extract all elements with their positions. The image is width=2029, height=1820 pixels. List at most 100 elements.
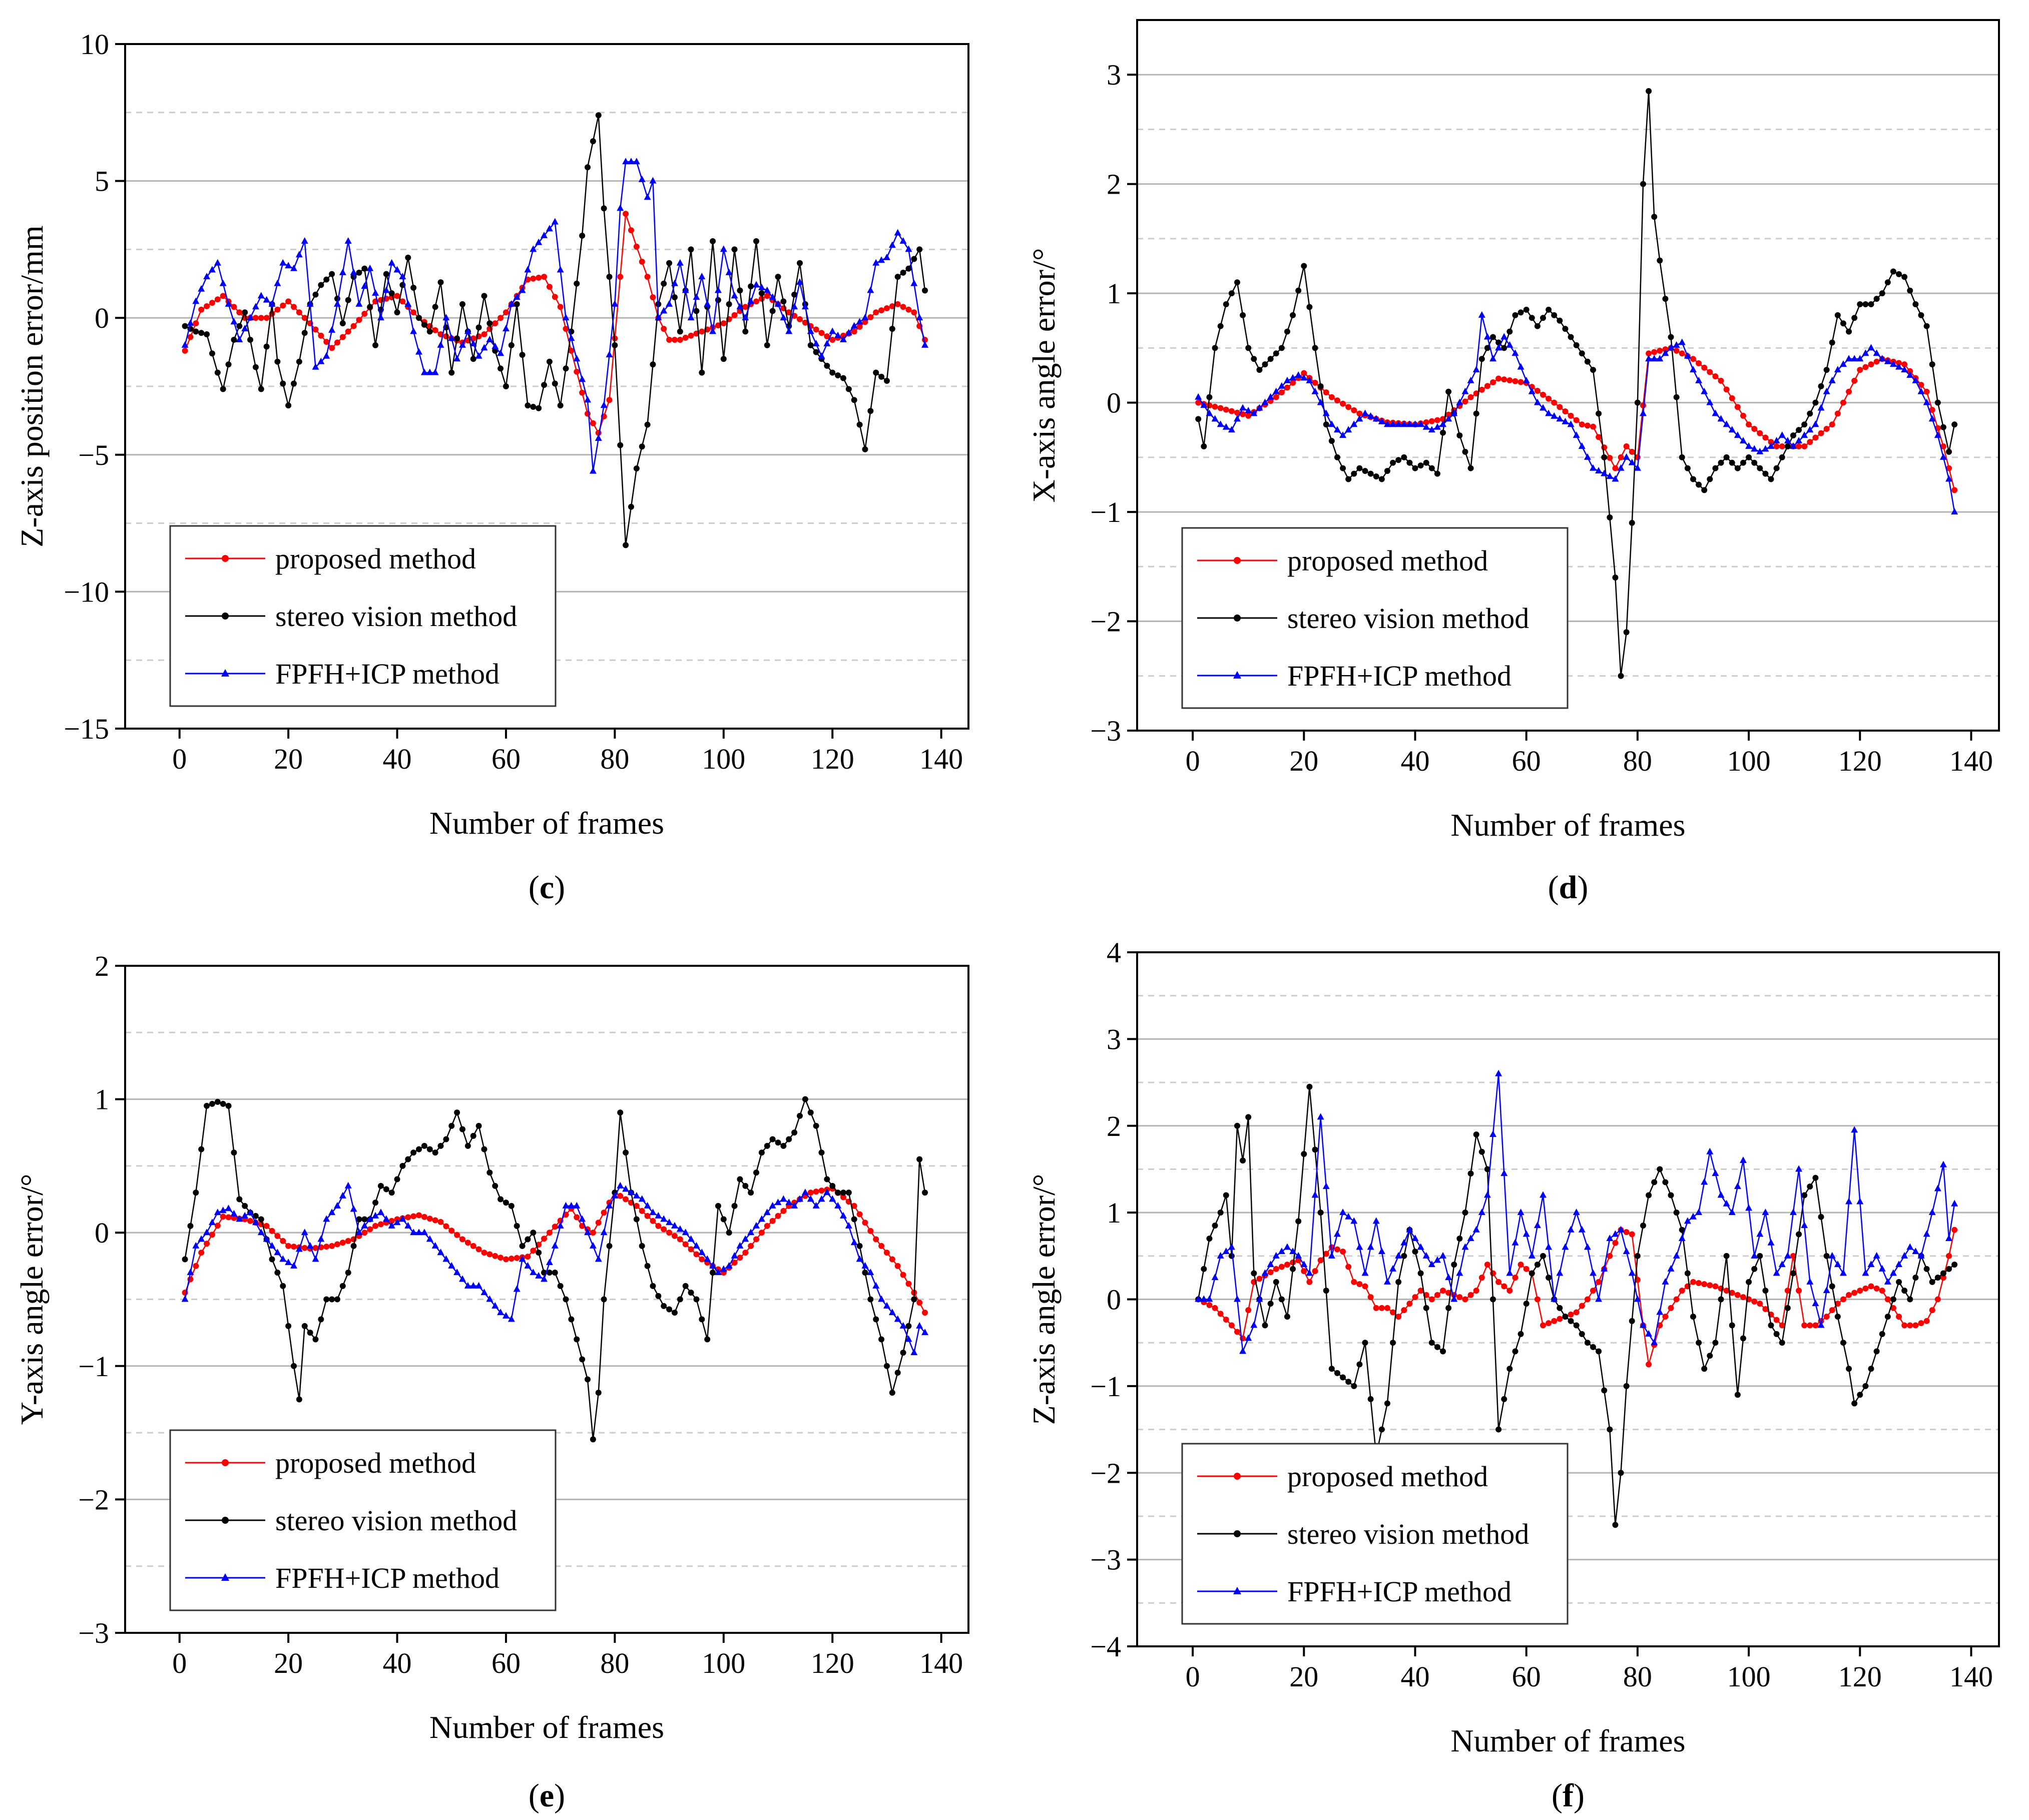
data-point-stereo — [1562, 1314, 1569, 1320]
data-point-proposed — [1618, 454, 1624, 460]
data-point-stereo — [693, 1296, 700, 1303]
data-point-stereo — [519, 1243, 526, 1249]
data-point-stereo — [1940, 424, 1946, 430]
data-point-stereo — [1751, 459, 1758, 466]
data-point-fpfh — [714, 286, 722, 293]
data-point-stereo — [209, 350, 215, 357]
data-point-proposed — [1206, 1302, 1213, 1309]
data-point-fpfh — [312, 1255, 319, 1262]
data-point-stereo — [1623, 629, 1630, 636]
data-point-stereo — [459, 1126, 465, 1132]
data-point-stereo — [405, 254, 411, 261]
data-point-proposed — [742, 304, 749, 310]
data-point-proposed — [862, 319, 868, 325]
data-point-stereo — [900, 1350, 906, 1356]
data-point-proposed — [1807, 439, 1813, 445]
data-point-fpfh — [1272, 387, 1280, 394]
data-point-stereo — [1712, 465, 1719, 471]
data-point-fpfh — [361, 1222, 368, 1229]
data-point-fpfh — [1684, 352, 1691, 359]
data-point-fpfh — [774, 300, 782, 307]
data-point-stereo — [1690, 476, 1696, 482]
data-point-stereo — [1723, 1253, 1730, 1259]
data-point-proposed — [1779, 1322, 1785, 1329]
data-point-stereo — [563, 1296, 569, 1303]
data-point-stereo — [590, 138, 596, 145]
data-point-fpfh — [1428, 426, 1435, 433]
data-point-stereo — [1884, 1314, 1891, 1320]
data-point-fpfh — [1739, 437, 1747, 444]
data-point-stereo — [1807, 410, 1813, 417]
data-point-stereo — [1790, 1270, 1796, 1277]
data-point-proposed — [1779, 443, 1785, 449]
data-point-stereo — [1929, 361, 1935, 368]
y-tick-label: −3 — [78, 1617, 109, 1649]
data-point-fpfh — [1723, 1199, 1730, 1206]
data-point-fpfh — [606, 1201, 613, 1208]
data-point-proposed — [1757, 1301, 1763, 1307]
data-point-proposed — [1217, 1311, 1224, 1317]
data-point-proposed — [1351, 407, 1357, 413]
data-point-fpfh — [1662, 349, 1669, 356]
data-point-stereo — [1395, 1279, 1402, 1285]
data-point-stereo — [187, 1223, 194, 1229]
data-point-fpfh — [1361, 409, 1369, 416]
data-point-fpfh — [1717, 415, 1725, 422]
data-point-stereo — [699, 1316, 705, 1323]
data-point-fpfh — [1778, 431, 1786, 438]
data-point-stereo — [1540, 315, 1547, 321]
data-point-stereo — [1751, 1266, 1758, 1272]
data-point-proposed — [198, 306, 205, 313]
data-point-stereo — [813, 1122, 819, 1129]
data-point-stereo — [1201, 443, 1207, 449]
y-tick-label: −2 — [1090, 1457, 1121, 1489]
y-tick-label: 5 — [95, 165, 109, 198]
data-point-stereo — [252, 1212, 259, 1219]
data-point-stereo — [1440, 429, 1446, 436]
data-point-fpfh — [1762, 445, 1769, 452]
data-point-stereo — [367, 304, 373, 310]
data-point-proposed — [214, 296, 221, 303]
data-point-fpfh — [791, 303, 798, 310]
data-point-fpfh — [420, 1229, 428, 1236]
data-point-fpfh — [888, 1309, 896, 1316]
data-point-stereo — [1273, 1279, 1279, 1285]
data-point-proposed — [1490, 1270, 1496, 1277]
data-point-proposed — [1473, 1288, 1479, 1294]
data-point-fpfh — [1851, 355, 1858, 362]
data-point-fpfh — [1839, 360, 1847, 367]
data-point-stereo — [1228, 290, 1235, 297]
data-point-fpfh — [317, 1235, 325, 1242]
data-point-stereo — [1601, 1387, 1608, 1394]
data-point-stereo — [1796, 427, 1802, 433]
data-point-proposed — [1773, 443, 1780, 449]
data-point-stereo — [1340, 465, 1346, 471]
data-point-proposed — [481, 1250, 487, 1256]
x-tick-label: 80 — [600, 1647, 629, 1679]
data-point-stereo — [731, 1202, 738, 1209]
data-point-proposed — [1784, 1288, 1791, 1294]
data-point-fpfh — [812, 340, 820, 347]
x-axis-title: Number of frames — [1450, 807, 1685, 843]
data-point-fpfh — [1828, 376, 1836, 383]
data-point-stereo — [1290, 312, 1296, 318]
data-point-stereo — [1584, 1340, 1591, 1346]
data-point-fpfh — [1573, 1208, 1580, 1216]
data-point-fpfh — [393, 1219, 401, 1226]
data-point-stereo — [1501, 345, 1507, 351]
data-point-stereo — [1673, 394, 1680, 400]
data-point-fpfh — [1378, 1248, 1385, 1255]
data-point-fpfh — [693, 1242, 700, 1249]
data-point-proposed — [1312, 1268, 1318, 1275]
data-point-fpfh — [894, 1315, 901, 1322]
data-point-stereo — [1523, 306, 1530, 313]
data-point-proposed — [1662, 1314, 1669, 1320]
y-axis-title: Y-axis angle error/° — [14, 1174, 50, 1425]
data-point-stereo — [405, 1156, 411, 1162]
data-point-proposed — [546, 1230, 553, 1236]
data-point-fpfh — [382, 286, 390, 293]
data-point-proposed — [1234, 1329, 1240, 1335]
data-point-fpfh — [546, 1259, 553, 1266]
data-point-proposed — [1517, 1262, 1524, 1268]
